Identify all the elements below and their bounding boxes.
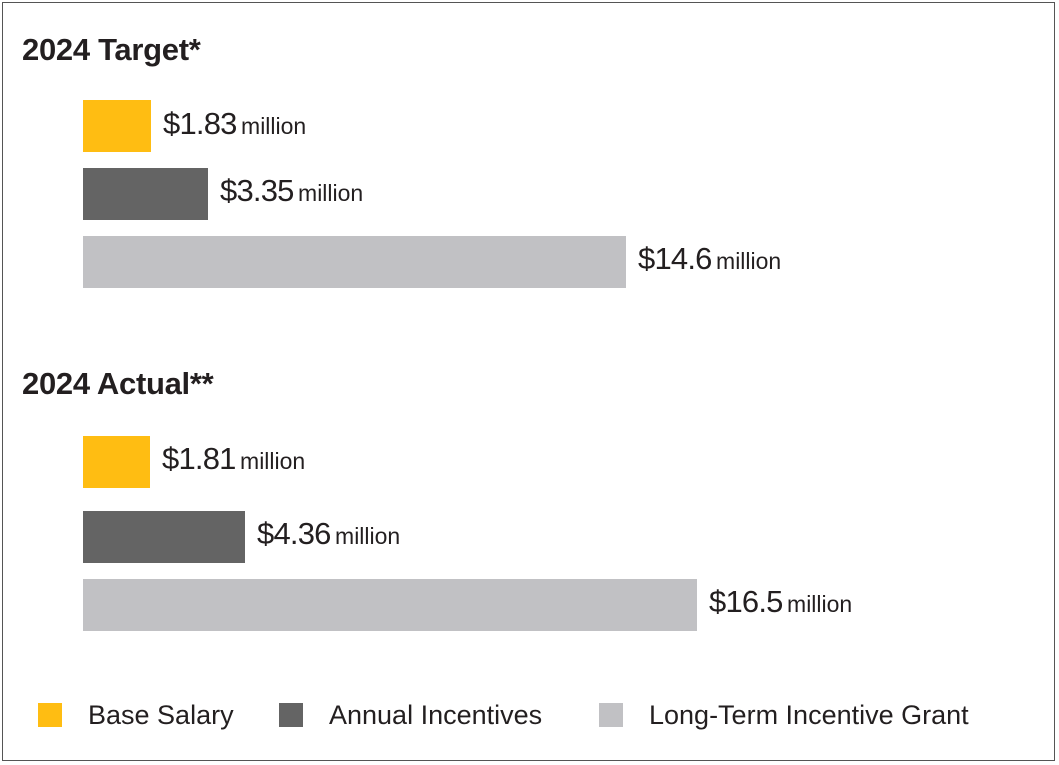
actual-group-title: 2024 Actual** <box>22 366 214 401</box>
target-long-term-incentive-label: $14.6 million <box>638 241 782 276</box>
actual-annual-incentives-label: $4.36 million <box>257 516 401 551</box>
legend-label-annual-incentives: Annual Incentives <box>329 700 543 730</box>
actual-long-term-incentive-label: $16.5 million <box>709 584 853 619</box>
target-annual-incentives-bar <box>83 168 208 220</box>
actual-base-salary-label: $1.81 million <box>162 441 306 476</box>
actual-long-term-incentive-bar <box>83 579 697 631</box>
target-base-salary-label: $1.83 million <box>163 106 307 141</box>
base-salary-swatch <box>38 703 62 727</box>
target-long-term-incentive-bar <box>83 236 626 288</box>
annual-incentives-swatch <box>279 703 303 727</box>
legend-label-long-term-incentive: Long-Term Incentive Grant <box>649 700 969 730</box>
target-base-salary-bar <box>83 100 151 152</box>
target-annual-incentives-label: $3.35 million <box>220 173 364 208</box>
actual-base-salary-bar <box>83 436 150 488</box>
legend-label-base-salary: Base Salary <box>88 700 234 730</box>
long-term-incentive-swatch <box>599 703 623 727</box>
target-group-title: 2024 Target* <box>22 32 201 67</box>
actual-annual-incentives-bar <box>83 511 245 563</box>
